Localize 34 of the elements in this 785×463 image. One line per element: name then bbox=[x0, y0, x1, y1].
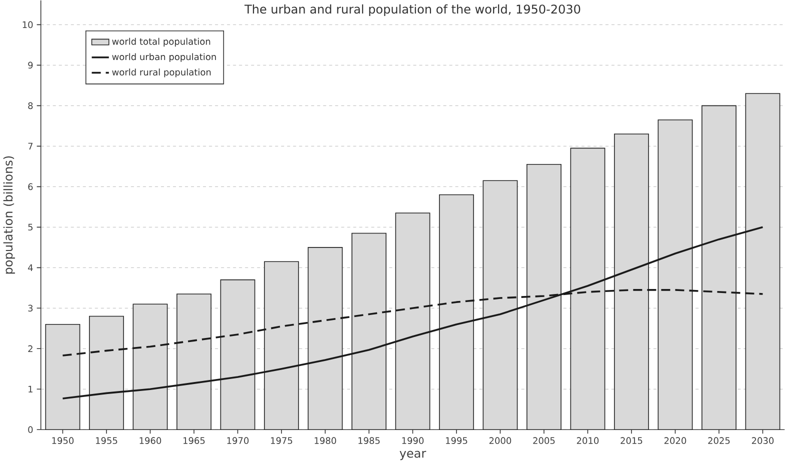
x-tick-label: 1950 bbox=[52, 436, 74, 444]
x-tick-label: 1975 bbox=[271, 436, 292, 444]
x-tick-label: 1955 bbox=[96, 436, 118, 444]
x-tick-label: 2005 bbox=[533, 436, 555, 444]
y-tick-label: 10 bbox=[22, 21, 33, 28]
x-tick-label: 2015 bbox=[620, 436, 642, 444]
y-tick-label: 7 bbox=[28, 142, 33, 150]
x-tick-label: 1980 bbox=[314, 436, 336, 444]
y-tick-label: 3 bbox=[28, 304, 33, 312]
x-tick-label: 2025 bbox=[708, 436, 730, 444]
x-tick-label: 1965 bbox=[183, 436, 205, 444]
x-tick-label: 1995 bbox=[446, 436, 468, 444]
y-tick-label: 9 bbox=[28, 62, 33, 68]
y-tick-label: 6 bbox=[28, 183, 33, 190]
legend-label: world urban population bbox=[112, 52, 216, 62]
x-tick-label: 2000 bbox=[489, 436, 512, 444]
x-tick-label: 1960 bbox=[140, 436, 162, 444]
y-tick-label: 2 bbox=[28, 345, 32, 352]
legend-label: world rural population bbox=[112, 68, 211, 78]
y-tick-label: 0 bbox=[28, 426, 33, 433]
y-axis-title: population (billions) bbox=[3, 156, 15, 274]
chart-title: The urban and rural population of the world, 1950-2030 bbox=[244, 4, 580, 16]
x-tick-label: 2010 bbox=[576, 436, 599, 444]
x-tick-label: 1985 bbox=[358, 436, 380, 444]
x-tick-label: 2020 bbox=[664, 436, 686, 444]
x-tick-label: 2030 bbox=[752, 436, 774, 444]
legend-label: world total population bbox=[112, 38, 210, 46]
y-tick-label: 8 bbox=[28, 102, 33, 109]
x-tick-label: 1970 bbox=[227, 436, 249, 444]
y-tick-label: 4 bbox=[28, 264, 33, 271]
x-axis-title: year bbox=[400, 450, 426, 460]
y-tick-label: 5 bbox=[28, 224, 33, 230]
x-tick-label: 1990 bbox=[402, 436, 424, 444]
y-tick-label: 1 bbox=[28, 386, 32, 392]
